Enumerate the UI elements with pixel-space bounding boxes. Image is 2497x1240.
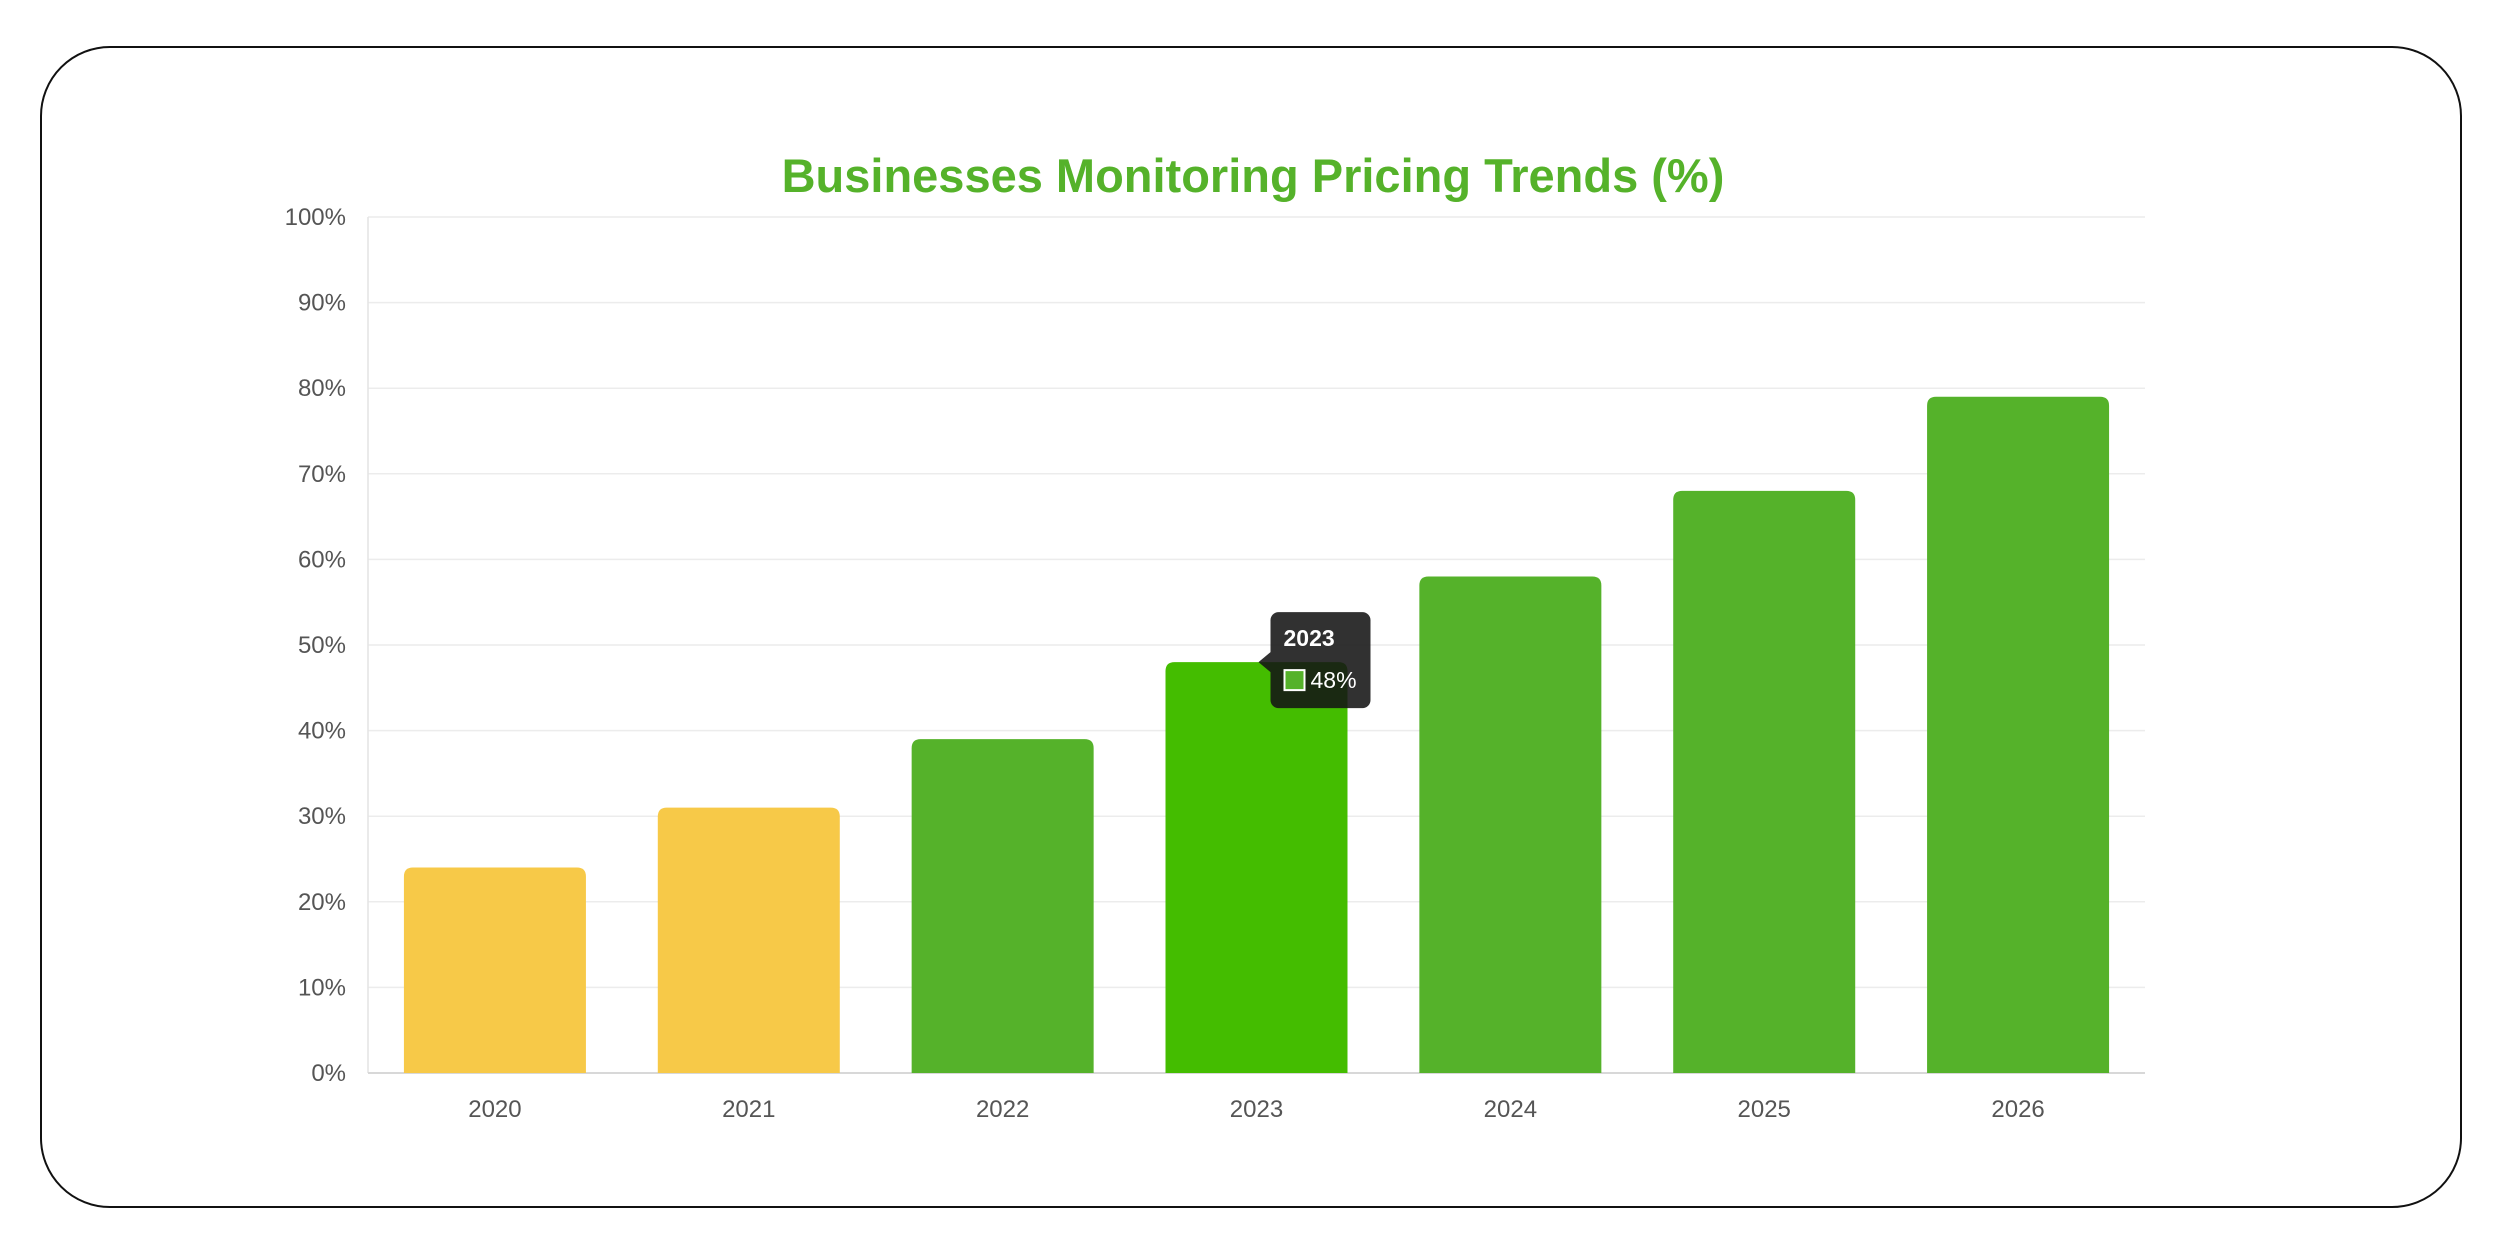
x-tick-label: 2025 <box>1738 1096 1791 1123</box>
x-tick-label: 2024 <box>1484 1096 1537 1123</box>
y-tick-label: 80% <box>298 375 346 402</box>
tooltip-caret <box>1258 652 1271 673</box>
x-tick-label: 2023 <box>1230 1096 1283 1123</box>
bar-2021[interactable] <box>657 807 840 1073</box>
x-tick-label: 2021 <box>722 1096 775 1123</box>
y-tick-label: 10% <box>298 974 346 1001</box>
y-tick-label: 20% <box>298 889 346 916</box>
tooltip: 2023 48% <box>1258 612 1371 709</box>
y-tick-label: 90% <box>298 290 346 317</box>
y-tick-label: 40% <box>298 718 346 745</box>
bar-2025[interactable] <box>1673 490 1856 1073</box>
tooltip-swatch <box>1283 669 1306 692</box>
tooltip-value: 48% <box>1311 667 1357 693</box>
y-tick-label: 100% <box>285 204 346 231</box>
x-tick-label: 2026 <box>1991 1096 2044 1123</box>
bar-2022[interactable] <box>911 739 1094 1073</box>
bar-2020[interactable] <box>403 867 586 1073</box>
bar-2026[interactable] <box>1927 396 2110 1073</box>
bar-2024[interactable] <box>1419 576 1602 1073</box>
y-tick-label: 70% <box>298 461 346 488</box>
tooltip-category: 2023 <box>1284 625 1335 651</box>
y-tick-label: 30% <box>298 803 346 830</box>
x-tick-label: 2020 <box>468 1096 521 1123</box>
y-tick-label: 0% <box>311 1060 346 1087</box>
x-tick-label: 2022 <box>976 1096 1029 1123</box>
chart-title: Businesses Monitoring Pricing Trends (%) <box>781 149 1725 202</box>
y-tick-label: 60% <box>298 546 346 573</box>
bar-2023[interactable] <box>1165 662 1348 1073</box>
y-tick-label: 50% <box>298 632 346 659</box>
